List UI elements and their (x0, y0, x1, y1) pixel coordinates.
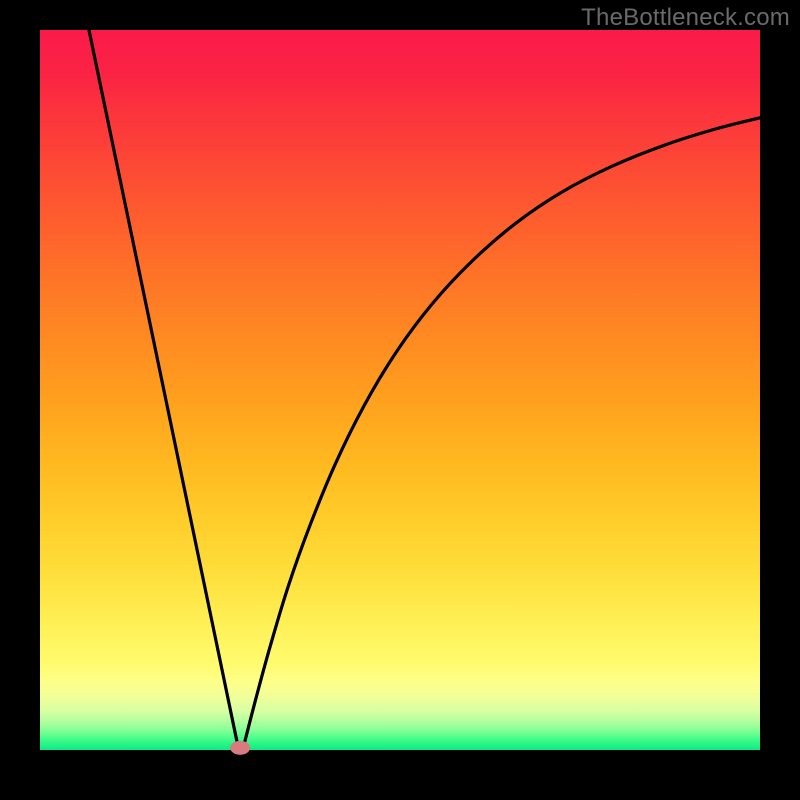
optimum-marker (230, 741, 250, 755)
plot-background (40, 30, 760, 750)
watermark-text: TheBottleneck.com (581, 4, 790, 32)
chart-container: TheBottleneck.com (0, 0, 800, 800)
chart-svg (0, 0, 800, 800)
